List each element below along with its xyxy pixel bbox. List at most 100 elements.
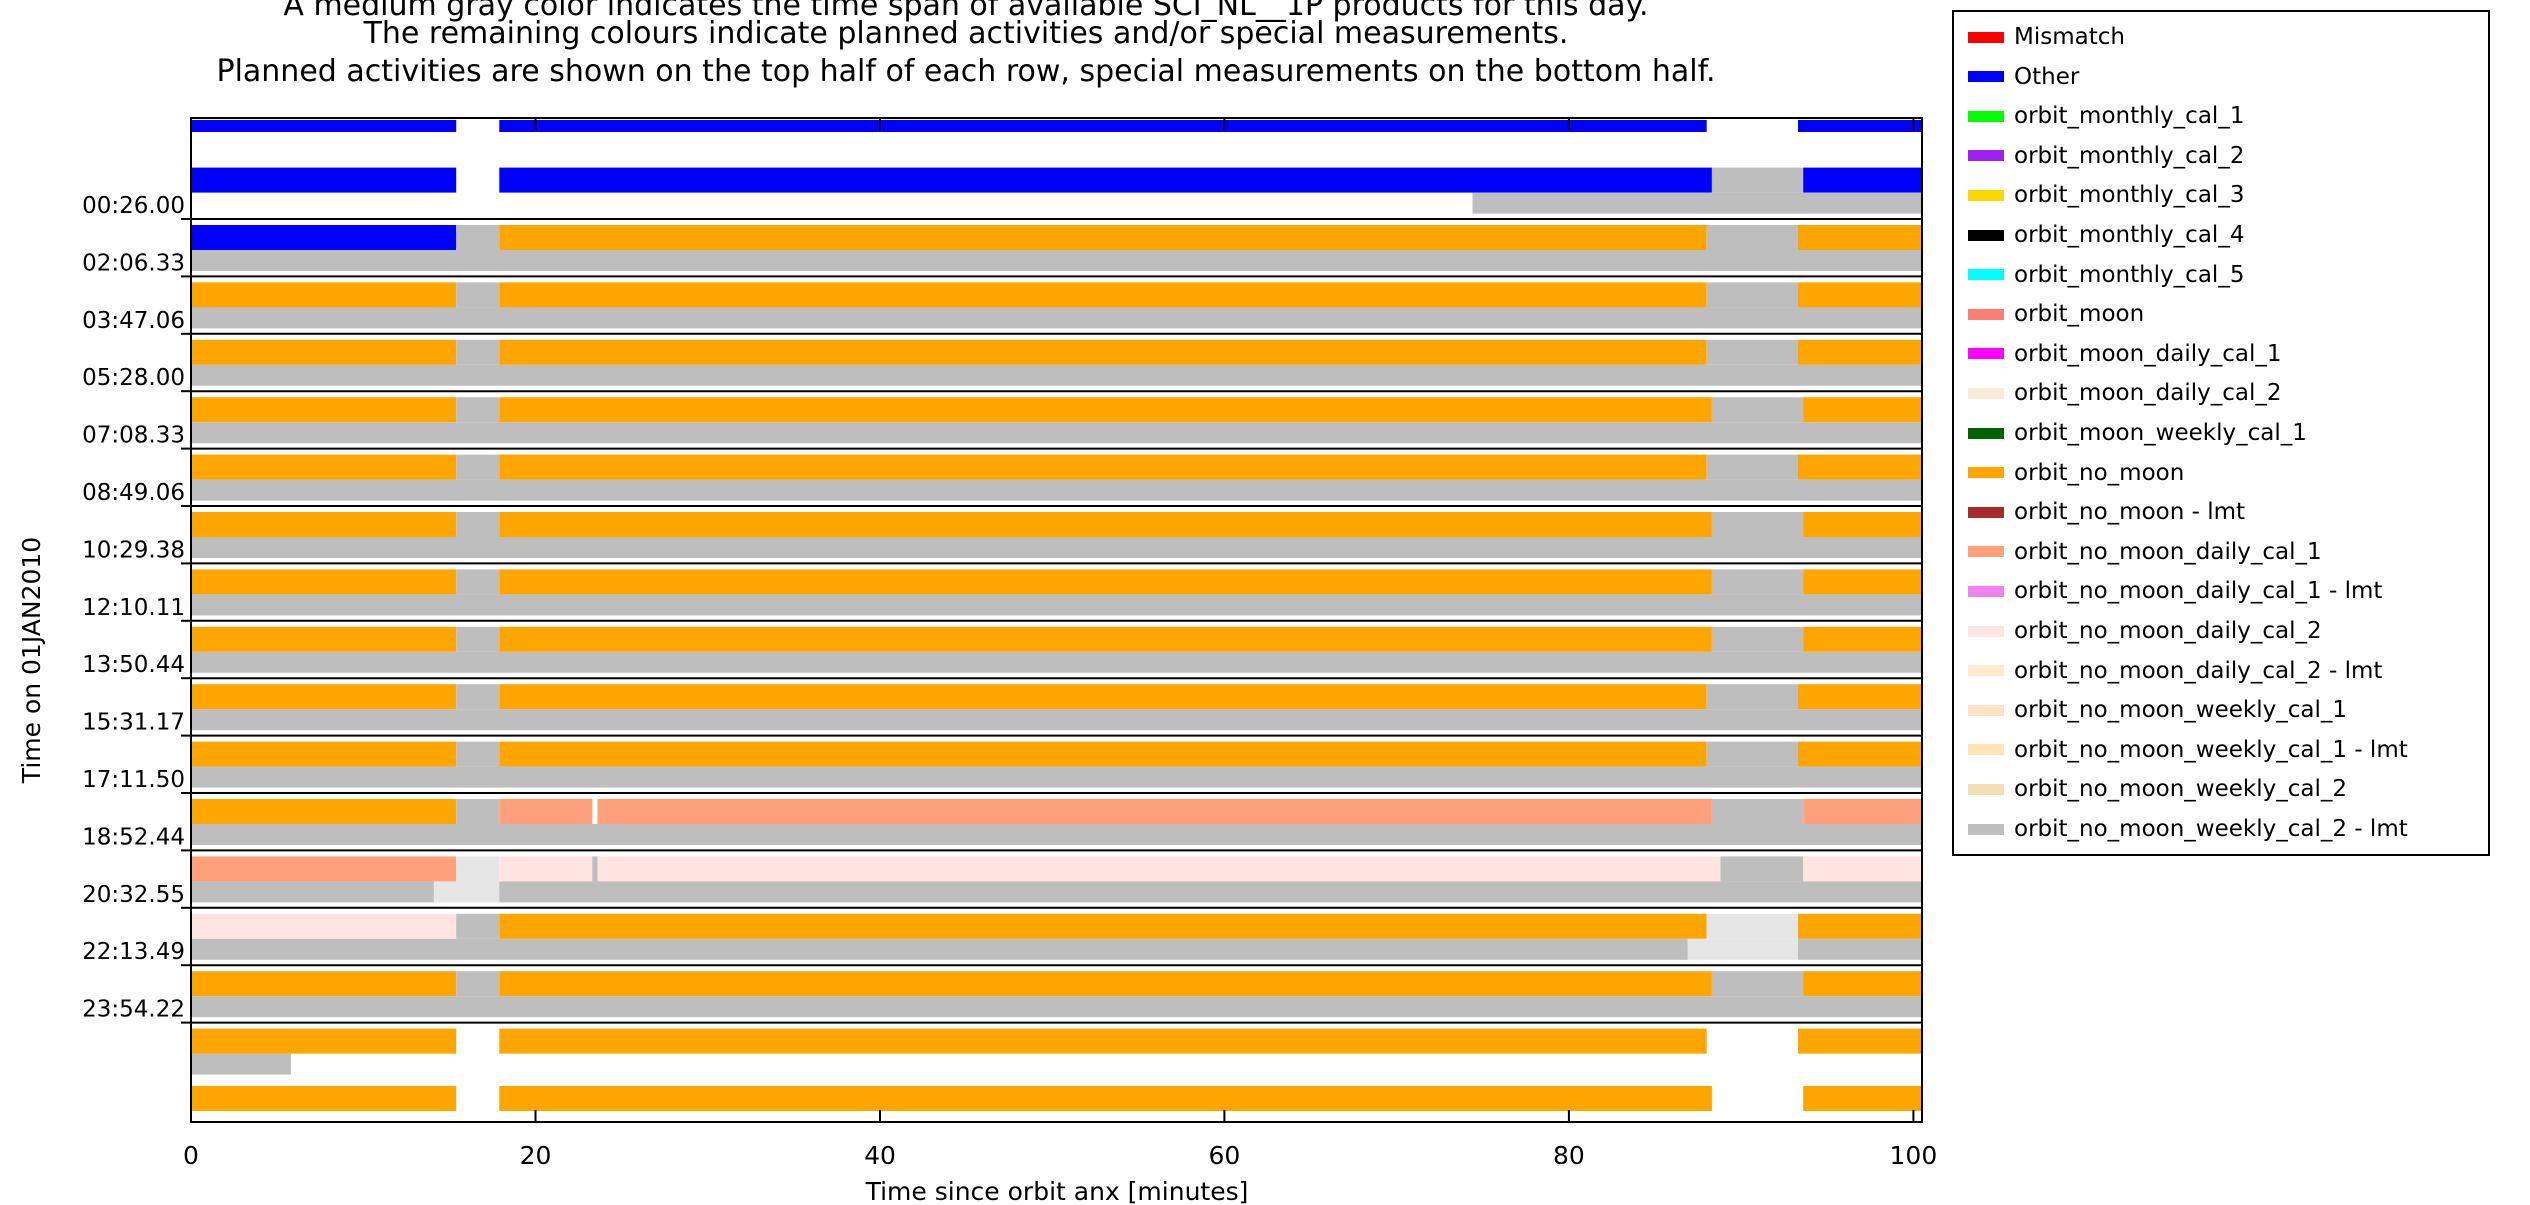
legend-swatch — [1968, 150, 2004, 162]
legend-label: orbit_moon — [2014, 301, 2145, 328]
activity-bars — [191, 120, 1922, 1111]
legend-label: orbit_monthly_cal_1 — [2014, 103, 2245, 130]
legend-item-14: orbit_no_moon_daily_cal_1 - lmt — [1968, 572, 2382, 610]
legend-item-20: orbit_no_moon_weekly_cal_2 - lmt — [1968, 810, 2408, 848]
legend-swatch — [1968, 546, 2004, 558]
activity-bar-12-top-71 — [597, 799, 1712, 824]
activity-bar-14-top-89 — [1798, 913, 1922, 939]
row-separators — [191, 218, 1922, 1024]
legend-label: orbit_moon_daily_cal_1 — [2014, 340, 2282, 367]
activity-bar-13-bottom-83 — [433, 881, 500, 903]
activity-bar-17-top-103 — [191, 1086, 457, 1111]
legend-label: orbit_moon_weekly_cal_1 — [2014, 420, 2307, 446]
activity-bar-14-bottom-92 — [1798, 938, 1922, 960]
legend-label: orbit_no_moon_weekly_cal_1 — [2014, 697, 2348, 724]
activity-bar-5-top-26 — [191, 397, 457, 423]
legend-item-18: orbit_no_moon_weekly_cal_1 - lmt — [1968, 731, 2408, 769]
x-tick-label-2: 40 — [864, 1141, 896, 1170]
activity-bar-7-top-39 — [456, 512, 500, 537]
y-tick-label-10: 17:11.50 — [82, 767, 185, 793]
activity-bar-15-bottom-98 — [191, 996, 1922, 1018]
activity-bar-1-bottom-7 — [1472, 192, 1922, 214]
y-tick-label-11: 18:52.44 — [82, 824, 185, 850]
activity-bar-5-top-28 — [499, 397, 1712, 423]
activity-bar-9-top-50 — [191, 626, 457, 652]
legend-item-4: orbit_monthly_cal_3 — [1968, 176, 2244, 214]
activity-bar-12-top-69 — [456, 799, 500, 824]
legend-item-13: orbit_no_moon_daily_cal_1 — [1968, 533, 2322, 571]
activity-bar-11-top-63 — [456, 741, 500, 767]
legend-item-11: orbit_no_moon — [1968, 454, 2184, 492]
legend-item-1: Other — [1968, 58, 2079, 96]
legend-swatch — [1968, 387, 2004, 399]
y-tick-label-3: 05:28.00 — [82, 365, 185, 391]
activity-bar-14-top-87 — [499, 913, 1707, 939]
activity-bar-14-bottom-90 — [191, 938, 1688, 960]
activity-bar-10-top-58 — [499, 684, 1707, 710]
activity-bar-12-top-68 — [191, 799, 457, 824]
legend-label: orbit_no_moon_daily_cal_1 — [2014, 538, 2322, 565]
activity-bar-10-top-59 — [1706, 684, 1798, 710]
activity-bar-8-top-44 — [191, 569, 457, 595]
activity-bar-14-bottom-91 — [1687, 938, 1798, 960]
legend-item-3: orbit_monthly_cal_2 — [1968, 137, 2244, 175]
legend-item-2: orbit_monthly_cal_1 — [1968, 97, 2244, 135]
activity-bar-6-top-35 — [1706, 454, 1798, 480]
legend-item-0: Mismatch — [1968, 18, 2125, 56]
activity-bar-6-bottom-37 — [191, 479, 1922, 501]
legend-label: orbit_no_moon - lmt — [2014, 499, 2246, 526]
y-tick-label-8: 13:50.44 — [82, 652, 185, 678]
legend-item-19: orbit_no_moon_weekly_cal_2 — [1968, 770, 2347, 808]
legend-swatch — [1968, 467, 2004, 479]
legend-label: orbit_no_moon_weekly_cal_2 — [2014, 776, 2348, 803]
activity-bar-15-top-97 — [1803, 971, 1922, 997]
legend-item-5: orbit_monthly_cal_4 — [1968, 216, 2244, 254]
activity-bar-1-top-5 — [1711, 167, 1804, 193]
legend-swatch — [1968, 783, 2004, 795]
activity-bar-12-top-70 — [499, 799, 593, 824]
legend-swatch — [1968, 269, 2004, 281]
activity-bar-4-top-24 — [1798, 339, 1922, 365]
y-tick-label-5: 08:49.06 — [82, 480, 185, 506]
legend-label: orbit_no_moon_daily_cal_2 — [2014, 618, 2322, 644]
activity-bar-17-top-104 — [499, 1086, 1712, 1111]
activity-bar-16-top-99 — [191, 1028, 457, 1054]
legend-swatch — [1968, 427, 2004, 439]
activity-bar-0-top-1 — [499, 120, 1707, 132]
activity-bar-3-top-14 — [191, 282, 457, 308]
activity-bar-8-bottom-49 — [191, 594, 1922, 616]
activity-bar-1-top-3 — [191, 167, 457, 193]
y-tick-label-12: 20:32.55 — [82, 882, 185, 908]
y-tick-label-13: 22:13.49 — [82, 939, 185, 965]
activity-bar-15-top-96 — [1711, 971, 1804, 997]
activity-bar-0-top-2 — [1798, 120, 1922, 132]
activity-bar-3-top-16 — [499, 282, 1707, 308]
activity-bar-4-top-23 — [1706, 339, 1798, 365]
legend-swatch — [1968, 229, 2004, 241]
legend-label: orbit_no_moon_daily_cal_2 - lmt — [2014, 657, 2383, 684]
legend-label: orbit_no_moon_weekly_cal_2 - lmt — [2014, 816, 2408, 842]
activity-bar-13-bottom-82 — [191, 881, 434, 903]
activity-bar-14-top-85 — [191, 913, 457, 939]
y-tick-label-6: 10:29.38 — [82, 537, 185, 563]
x-tick-label-1: 20 — [520, 1141, 552, 1170]
activity-bar-3-top-18 — [1798, 282, 1922, 308]
y-tick-label-9: 15:31.17 — [82, 710, 185, 736]
legend: Mismatch Other orbit_monthly_cal_1 orbit_mo… — [1952, 10, 2490, 856]
activity-bar-11-top-64 — [499, 741, 1707, 767]
legend-swatch — [1968, 348, 2004, 360]
activity-bar-3-bottom-19 — [191, 307, 1922, 329]
activity-bar-5-top-27 — [456, 397, 500, 423]
activity-bar-10-top-60 — [1798, 684, 1922, 710]
legend-swatch — [1968, 585, 2004, 597]
activity-bar-11-top-66 — [1798, 741, 1922, 767]
activity-bar-2-top-11 — [1706, 225, 1798, 250]
x-tick-label-3: 60 — [1208, 1141, 1240, 1170]
activity-bar-10-bottom-61 — [191, 709, 1922, 731]
activity-bar-13-top-76 — [456, 856, 500, 882]
legend-label: orbit_monthly_cal_4 — [2014, 222, 2245, 248]
activity-bar-8-top-48 — [1803, 569, 1922, 595]
legend-item-9: orbit_moon_daily_cal_2 — [1968, 374, 2282, 412]
activity-bar-9-top-52 — [499, 626, 1712, 652]
